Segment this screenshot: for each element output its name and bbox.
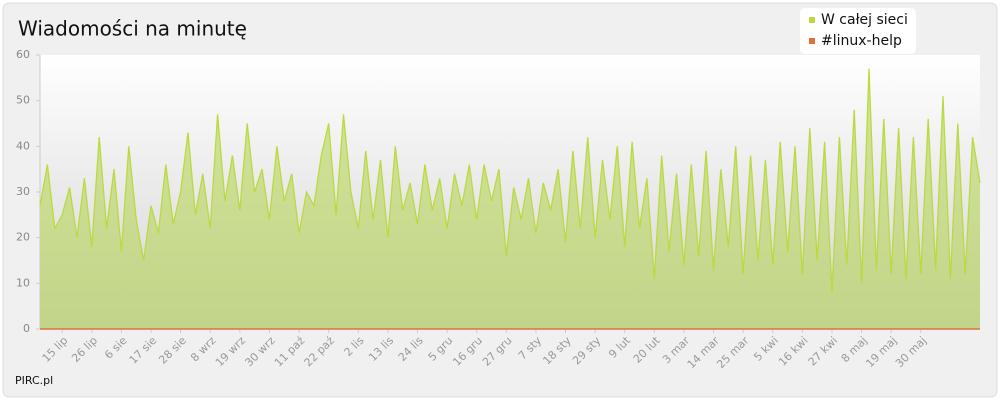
y-tick-label: 30: [16, 185, 30, 198]
y-tick-label: 40: [16, 139, 30, 152]
chart-title: Wiadomości na minutę: [18, 17, 247, 41]
footer: PIRC.pl: [15, 374, 53, 387]
y-tick-label: 10: [16, 276, 30, 289]
legend-label: #linux-help: [821, 33, 902, 49]
y-tick-label: 0: [23, 322, 30, 335]
y-tick-label: 20: [16, 231, 30, 244]
legend: [800, 8, 916, 54]
area: [40, 68, 980, 329]
legend-swatch: [809, 17, 815, 23]
legend-label: W całej sieci: [821, 12, 908, 28]
line: [39, 68, 981, 293]
y-tick-label: 60: [16, 48, 30, 61]
y-tick-label: 50: [16, 94, 30, 107]
legend-swatch: [809, 38, 815, 44]
